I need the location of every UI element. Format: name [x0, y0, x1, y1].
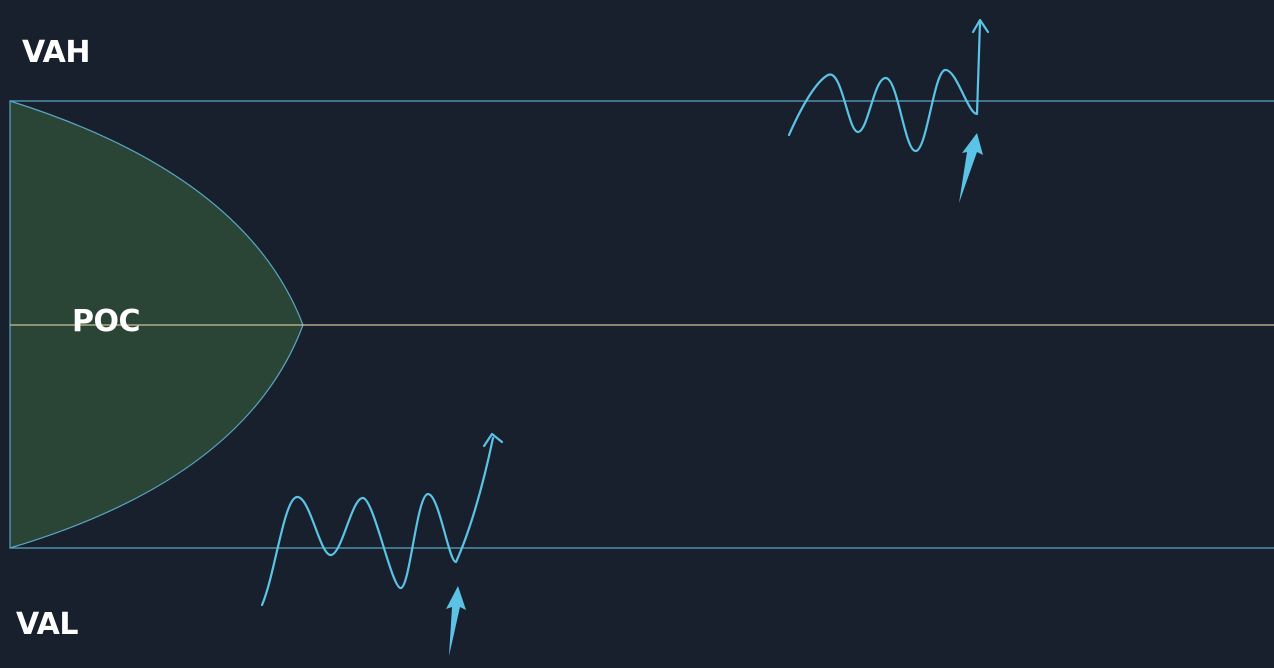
price-path-upper: [787, 20, 982, 153]
price-path-lower: [260, 436, 495, 607]
vah-label: VAH: [22, 35, 91, 70]
val-label: VAL: [16, 607, 79, 642]
thick-arrow-up-icon: [959, 133, 983, 203]
arrow-up-icon: [971, 18, 990, 34]
arrow-up-icon: [482, 432, 504, 448]
thick-arrow-up-icon: [446, 586, 466, 656]
poc-label: POC: [72, 304, 141, 339]
